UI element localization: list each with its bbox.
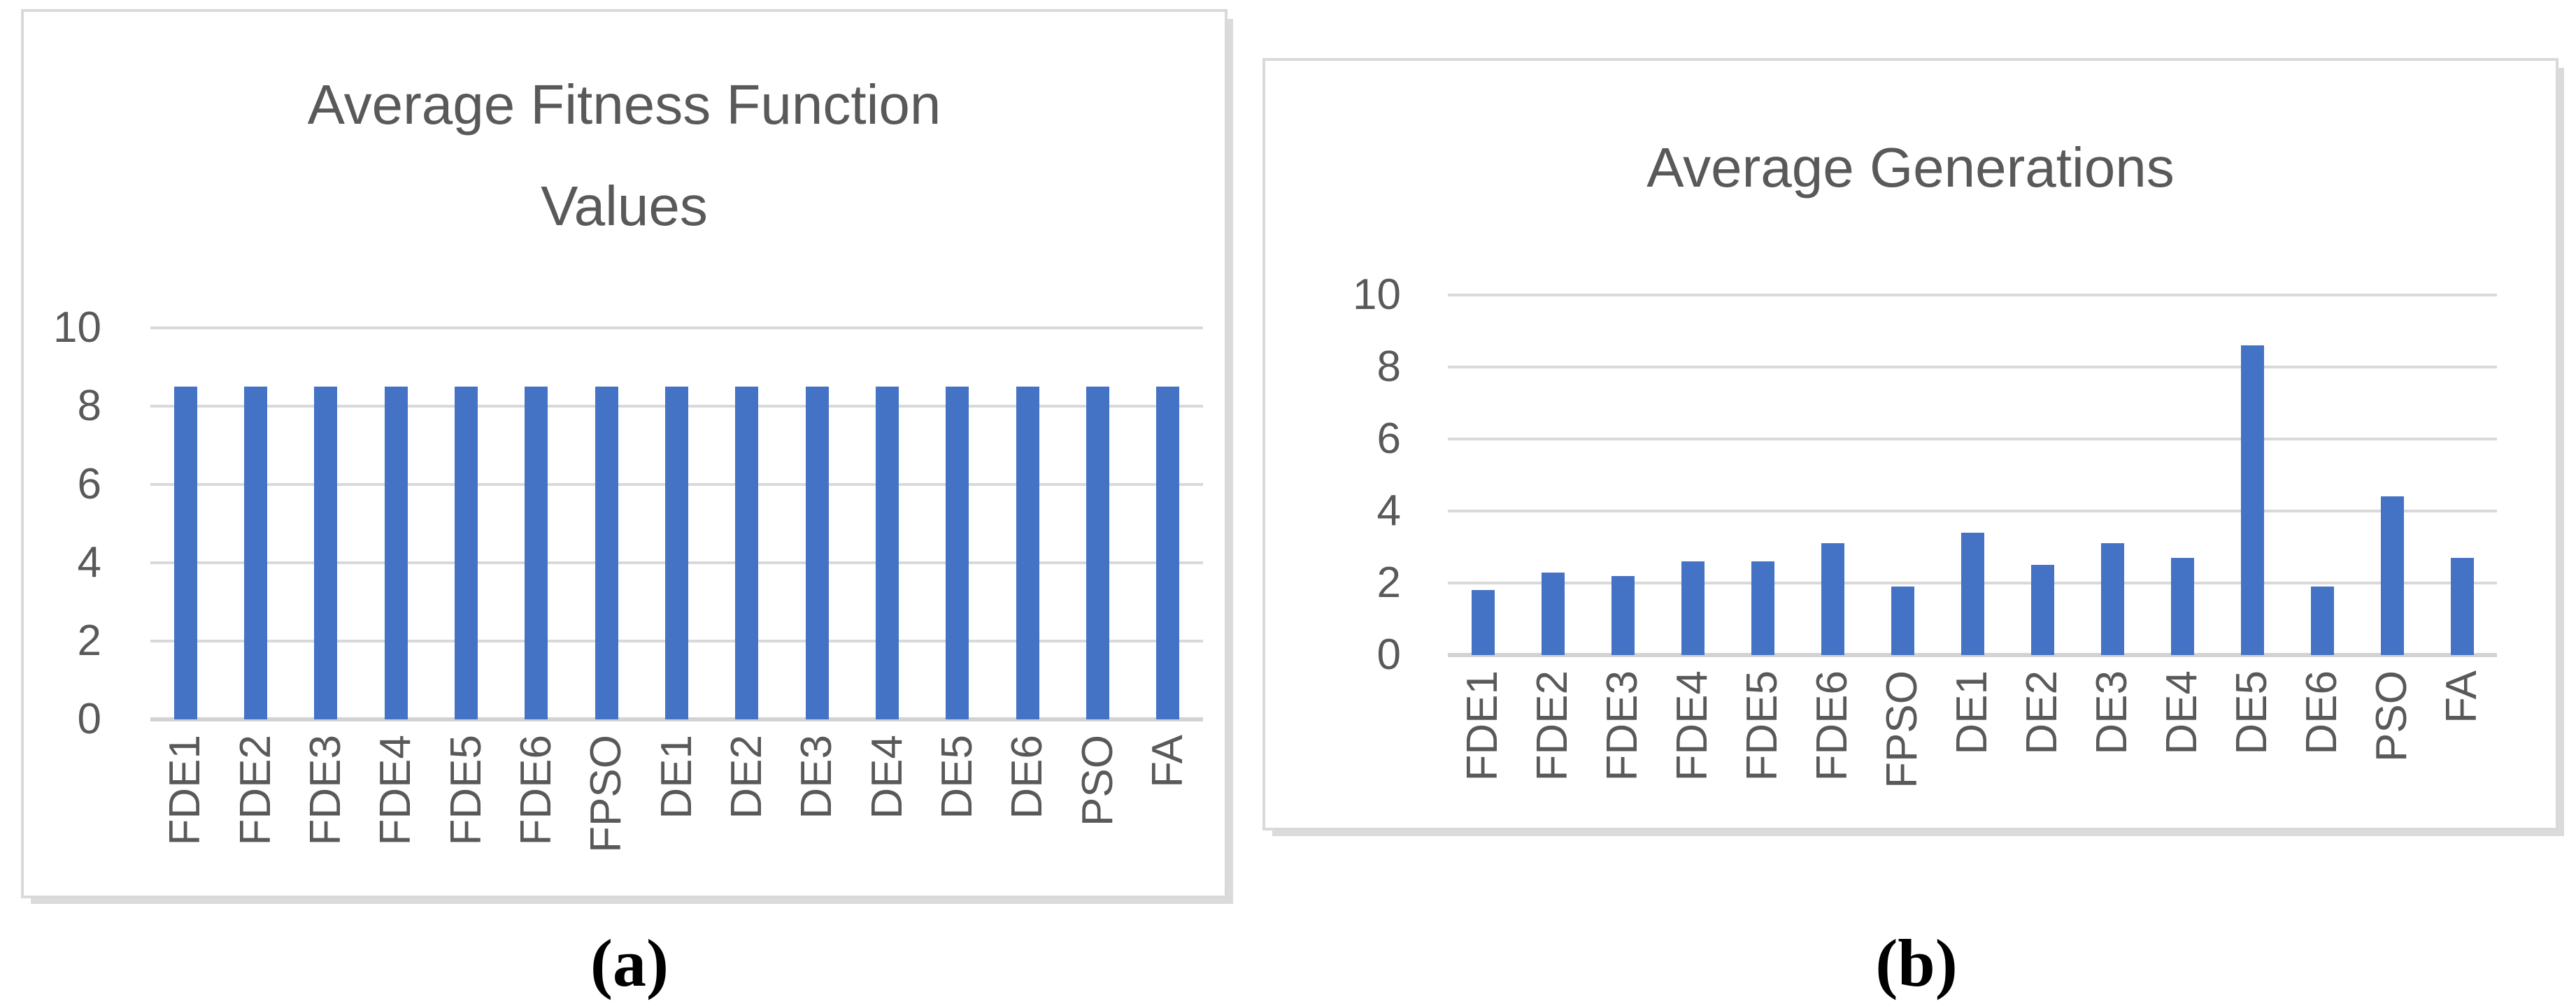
x-category-label: DE2 [722,735,771,819]
x-category-label: DE4 [2158,670,2206,755]
x-category-label: FDE1 [161,735,210,846]
y-tick-label: 4 [1376,487,1401,535]
y-tick-label: 10 [1353,271,1401,319]
y-tick-label: 2 [77,617,101,665]
bar-DE6 [2310,587,2334,655]
x-category-label: DE3 [2088,670,2136,755]
x-axis-line [150,717,1203,721]
bar-FDE3 [314,387,338,719]
bar-FDE2 [244,387,267,719]
x-category-label: FDE1 [1458,670,1507,782]
gridline [1448,366,2497,368]
bar-DE2 [2030,565,2054,655]
bar-FA [2450,557,2474,655]
x-category-label: DE5 [932,735,981,819]
chart-title: Average Fitness Function Values [24,54,1225,257]
bar-chart-average-generations: Average Generations 0 2 4 6 8 10 FDE1 FDE2 FDE3 FD… [1265,61,2556,828]
x-category-label: FDE6 [511,735,560,846]
x-category-label: FDE3 [301,735,350,846]
bar-DE4 [2170,557,2194,655]
y-tick-label: 10 [53,303,101,352]
chart-panel-a: Average Fitness Function Values 0 2 4 6 8 10 FDE… [21,9,1227,898]
x-category-label: FPSO [1878,670,1926,789]
x-category-label: DE1 [1948,670,1996,755]
x-category-label: FDE5 [441,735,490,846]
y-tick-label: 6 [77,460,101,508]
bar-FDE1 [1471,590,1495,655]
chart-title-line: Average Generations [1646,136,2175,199]
x-category-label: FDE4 [1668,670,1716,782]
bar-PSO [2380,496,2404,655]
bar-FPSO [595,387,618,719]
bar-FDE4 [384,387,408,719]
bar-DE6 [1016,387,1039,719]
bar-FDE3 [1611,575,1635,655]
bar-FA [1156,387,1180,719]
gridline [1448,294,2497,296]
y-tick-label: 4 [77,538,101,587]
caption-a: (a) [590,926,669,1000]
x-category-label: FDE2 [1528,670,1577,782]
x-category-label: FDE6 [1808,670,1856,782]
bar-DE3 [2100,543,2124,655]
gridline [1448,510,2497,512]
y-tick-label: 6 [1376,415,1401,463]
bar-FDE1 [173,387,197,719]
chart-title-line: Average Fitness Function [307,73,941,136]
x-category-label: FDE4 [371,735,420,846]
bar-PSO [1086,387,1109,719]
x-category-label: PSO [2368,670,2416,762]
bar-FDE6 [1821,543,1844,655]
caption-b: (b) [1875,926,1958,1000]
x-category-label: DE2 [2018,670,2066,755]
bar-DE4 [876,387,899,719]
bar-DE1 [1961,532,1984,655]
chart-title: Average Generations [1265,117,2556,218]
gridline [1448,438,2497,440]
bar-FDE5 [455,387,478,719]
x-category-label: DE5 [2228,670,2276,755]
chart-panel-b: Average Generations 0 2 4 6 8 10 FDE1 FDE2 FDE3 FD… [1262,58,2559,831]
bar-DE3 [805,387,829,719]
x-category-label: FDE3 [1598,670,1646,782]
x-category-label: PSO [1073,735,1122,826]
chart-title-line: Values [541,175,708,237]
x-category-label: DE6 [2298,670,2346,755]
x-category-label: DE1 [652,735,701,819]
bar-FDE2 [1541,572,1565,655]
x-category-label: FA [2438,670,2486,724]
y-tick-label: 0 [77,695,101,743]
y-tick-label: 2 [1376,559,1401,607]
y-tick-label: 8 [1376,343,1401,391]
x-category-label: DE3 [792,735,841,819]
bar-FDE5 [1751,561,1774,655]
bar-FDE6 [525,387,548,719]
bar-DE2 [735,387,759,719]
x-category-label: DE6 [1003,735,1052,819]
x-category-label: DE4 [862,735,911,819]
bar-DE5 [2240,345,2264,655]
x-axis-line [1448,653,2497,657]
bar-FPSO [1891,587,1914,655]
bar-DE1 [665,387,688,719]
bar-DE5 [946,387,969,719]
x-category-label: FDE5 [1738,670,1786,782]
y-tick-label: 8 [77,382,101,430]
x-category-label: FPSO [582,735,631,853]
gridline [150,326,1203,329]
x-category-label: FA [1143,735,1192,788]
x-category-label: FDE2 [231,735,280,846]
y-tick-label: 0 [1376,631,1401,679]
bar-chart-average-fitness: Average Fitness Function Values 0 2 4 6 8 10 FDE… [24,12,1225,896]
bar-FDE4 [1681,561,1705,655]
